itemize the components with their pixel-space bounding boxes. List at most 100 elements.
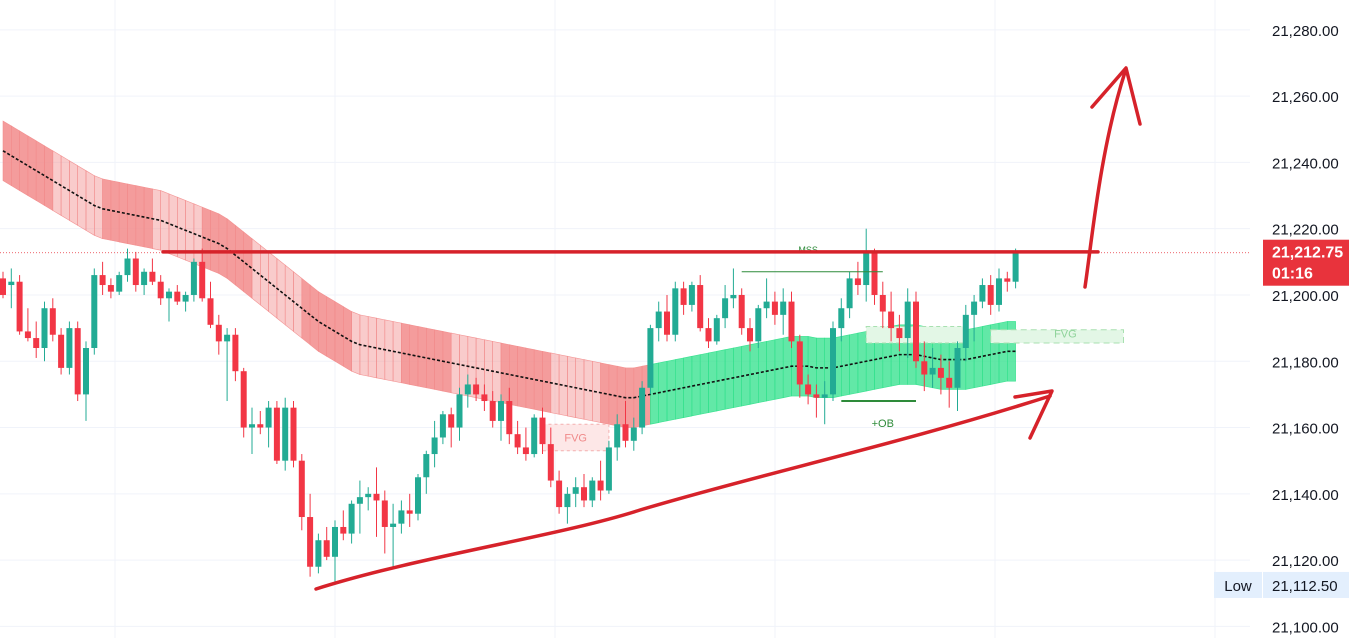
candle-body [506,401,513,435]
candle-body [66,328,73,368]
candle-body [680,288,687,305]
candle-body [605,447,612,491]
moving-average-line [2,150,1016,399]
ma-band-segment [193,203,203,268]
candle-body [979,285,986,302]
fvg-zone-bullish-2 [990,329,1125,344]
candle-body [780,301,787,315]
candles-layer [0,228,1019,584]
candle-body [971,301,978,315]
ma-band-segment [259,244,269,313]
candle-body [390,523,397,527]
fvg-label-bearish: FVG [564,432,587,444]
candle-body [672,288,679,335]
candle-body [0,278,6,295]
mss-label: MSS [798,245,818,255]
ma-band-segment [2,120,12,187]
candle-body [124,258,131,276]
candle-body [464,384,471,395]
candle-body [240,371,247,428]
candle-body [166,291,172,299]
candle-body [539,417,546,445]
candle-body [132,258,139,286]
candle-body [157,281,164,299]
candle-body [199,261,206,299]
ma-band-segment [19,130,29,197]
candle-body [805,384,812,395]
candle-body [705,328,712,342]
candle-body [622,424,629,441]
last-price-label: 21,212.75 [1272,245,1343,262]
candle-body [91,275,98,348]
price-tick-label: 21,280.00 [1272,23,1339,40]
candle-body [937,367,944,378]
candle-body [365,493,372,498]
candle-body [373,493,380,501]
candle-body [381,500,388,527]
price-tick-label: 21,100.00 [1272,619,1339,636]
candle-body [348,503,355,534]
candle-body [838,308,845,329]
candle-body [581,487,587,501]
low-value-bg [1263,571,1349,598]
candle-body [962,314,969,348]
uptrend-arrow-head [1013,389,1054,440]
price-axis: 21,280.00 21,260.00 21,240.00 21,220.00 21,2… [1214,0,1349,638]
candle-body [58,334,65,368]
candle-body [888,311,895,329]
price-tick-label: 21,260.00 [1272,89,1339,106]
price-tick-label: 21,140.00 [1272,487,1339,504]
candle-body [763,301,770,309]
candle-body [639,387,646,428]
candle-body [273,407,280,461]
candle-body [473,384,480,395]
candle-body [215,324,222,342]
candle-body [431,437,438,455]
candle-body [141,271,148,286]
uptrend-arrow-line [314,394,1052,591]
candle-body [149,271,156,282]
candle-body [813,394,820,398]
fvg-zone-bearish [542,423,610,452]
candle-body [647,328,654,388]
price-tick-label: 21,220.00 [1272,222,1339,239]
order-block-label: +OB [872,418,894,430]
candle-body [946,377,953,388]
drawings-layer [0,66,1250,591]
ma-band-segment [251,238,261,306]
candle-body [415,477,421,514]
candle-body [722,298,729,319]
ma-band-segment [243,231,253,299]
low-tag-bg [1214,571,1262,598]
price-tick-label: 21,180.00 [1272,354,1339,371]
candle-body [1004,278,1011,282]
candle-body [174,291,181,302]
candle-body [356,497,363,504]
candle-body [531,417,538,455]
candle-body [871,251,878,295]
candle-body [41,308,48,348]
last-price-tag [1263,239,1349,286]
candle-body [16,281,23,332]
candle-body [987,285,994,305]
candle-body [996,278,1002,305]
candle-body [904,301,911,339]
candle-body [863,251,870,286]
price-tick-label: 21,120.00 [1272,553,1339,570]
candle-body [83,348,89,395]
candle-body [282,407,289,461]
ma-band-segment [44,145,54,211]
grid-layer [0,0,1250,638]
annotations-layer: MSS +OB FVG FVG [564,245,1076,445]
breakout-arrow-head [1090,66,1142,126]
low-value-label: 21,112.50 [1272,578,1338,595]
candle-body [182,294,189,302]
candle-body [713,318,720,342]
candle-body [456,394,463,428]
candle-body [547,444,554,481]
candle-body [232,334,239,372]
candle-body [257,424,264,428]
candle-body [249,424,255,428]
